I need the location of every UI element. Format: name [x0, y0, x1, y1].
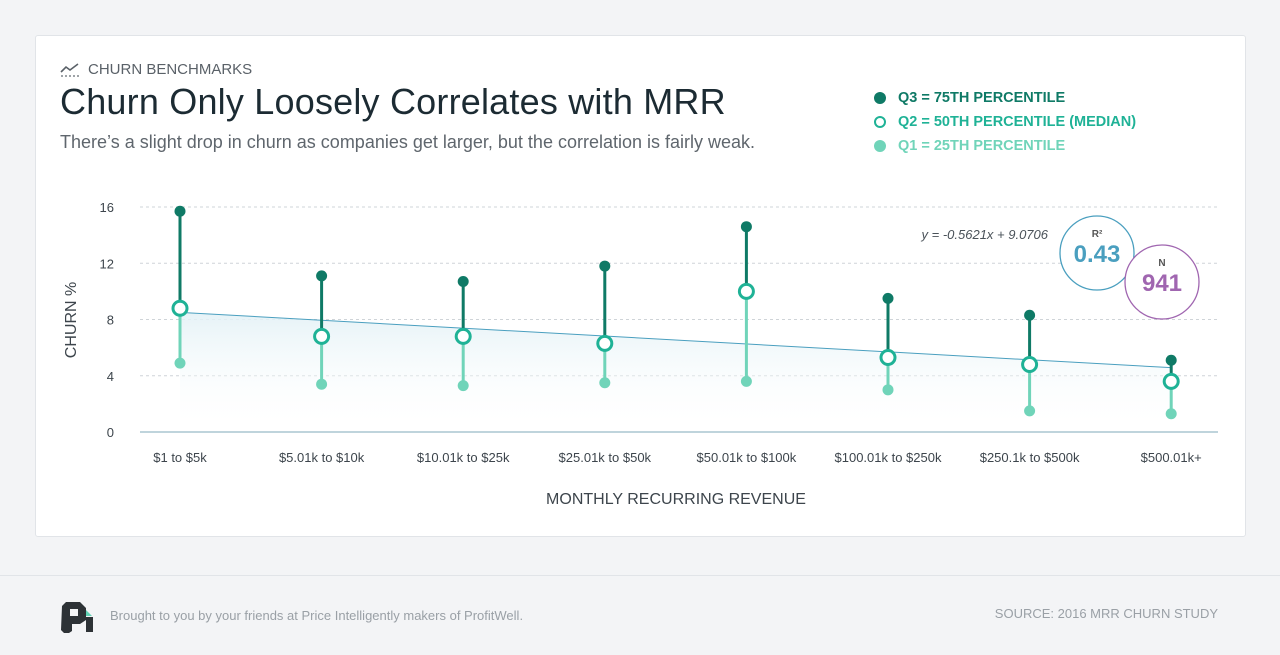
legend-label: Q3 = 75TH PERCENTILE [898, 90, 1066, 106]
q2-point [1021, 356, 1039, 373]
y-tick-label: 0 [107, 425, 114, 440]
trendline [179, 311, 1172, 369]
q3-point [740, 221, 752, 233]
x-tick-label: $50.01k to $100k [697, 450, 797, 465]
x-tick-label: $100.01k to $250k [835, 450, 942, 465]
eyebrow: CHURN BENCHMARKS [60, 61, 252, 78]
q1-point [1165, 408, 1177, 420]
y-tick-label: 16 [100, 200, 114, 215]
line-chart-icon [60, 62, 79, 77]
q1-point [1024, 405, 1036, 417]
x-tick-label: $10.01k to $25k [417, 450, 510, 465]
profitwell-logo-icon [61, 602, 93, 633]
q3-point [1024, 309, 1036, 321]
q1-point [599, 377, 611, 389]
trend-equation: y = -0.5621x + 9.0706 [921, 227, 1049, 242]
n-badge: N 941 [1124, 244, 1200, 320]
x-tick-label: $250.1k to $500k [980, 450, 1080, 465]
q3-point [1165, 354, 1177, 366]
legend-item-q1: Q1 = 25TH PERCENTILE [874, 134, 1136, 158]
legend-swatch [874, 116, 886, 128]
legend-item-q2: Q2 = 50TH PERCENTILE (MEDIAN) [874, 110, 1136, 134]
y-tick-label: 8 [107, 313, 114, 328]
q2-point [454, 327, 472, 345]
q1-point [316, 378, 328, 390]
x-axis-label: MONTHLY RECURRING REVENUE [546, 491, 806, 508]
x-tick-label: $1 to $5k [153, 450, 207, 465]
r2-value: 0.43 [1074, 241, 1121, 268]
q1-point [882, 384, 894, 396]
q2-point [737, 282, 755, 300]
credit-text: Brought to you by your friends at Price … [110, 608, 524, 623]
q2-point [171, 299, 189, 317]
q1-point [457, 380, 469, 392]
q3-point [316, 270, 328, 282]
n-value: 941 [1142, 270, 1182, 297]
q3-point [882, 292, 894, 304]
legend-swatch [874, 140, 886, 152]
x-tick-label: $25.01k to $50k [559, 450, 652, 465]
r2-label: R² [1092, 229, 1103, 240]
source-text: SOURCE: 2016 MRR CHURN STUDY [994, 606, 1218, 621]
chart-card: CHURN BENCHMARKS Churn Only Loosely Corr… [35, 35, 1246, 537]
q2-point [596, 334, 614, 352]
trendline-fill [180, 312, 1172, 432]
churn-chart: 0 4 8 12 16 $1 to $5k $5.01k to $10k $10.01k to… [63, 200, 1218, 508]
q1-point [174, 357, 186, 369]
eyebrow-label: CHURN BENCHMARKS [88, 61, 253, 78]
legend-label: Q1 = 25TH PERCENTILE [898, 138, 1066, 154]
legend-label: Q2 = 50TH PERCENTILE (MEDIAN) [898, 114, 1137, 130]
q3-point [599, 260, 611, 272]
page-subtitle: There’s a slight drop in churn as compan… [60, 132, 756, 152]
y-tick-label: 12 [100, 256, 114, 271]
footer: Brought to you by your friends at Price … [0, 575, 1280, 655]
q2-point [1162, 372, 1180, 390]
y-tick-label: 4 [107, 369, 114, 384]
q3-point [457, 276, 469, 288]
y-axis-label: CHURN % [63, 282, 80, 358]
q1-point [740, 375, 752, 387]
q3-point [174, 205, 186, 217]
legend-swatch [874, 92, 886, 104]
page-title: Churn Only Loosely Correlates with MRR [60, 81, 726, 122]
legend-item-q3: Q3 = 75TH PERCENTILE [874, 86, 1136, 110]
q2-point [313, 327, 331, 345]
q2-point [879, 348, 897, 366]
n-label: N [1158, 258, 1165, 269]
r2-badge: R² 0.43 [1059, 215, 1135, 291]
legend: Q3 = 75TH PERCENTILE Q2 = 50TH PERCENTIL… [874, 86, 1136, 158]
x-tick-label: $5.01k to $10k [279, 450, 365, 465]
x-tick-label: $500.01k+ [1141, 450, 1202, 465]
